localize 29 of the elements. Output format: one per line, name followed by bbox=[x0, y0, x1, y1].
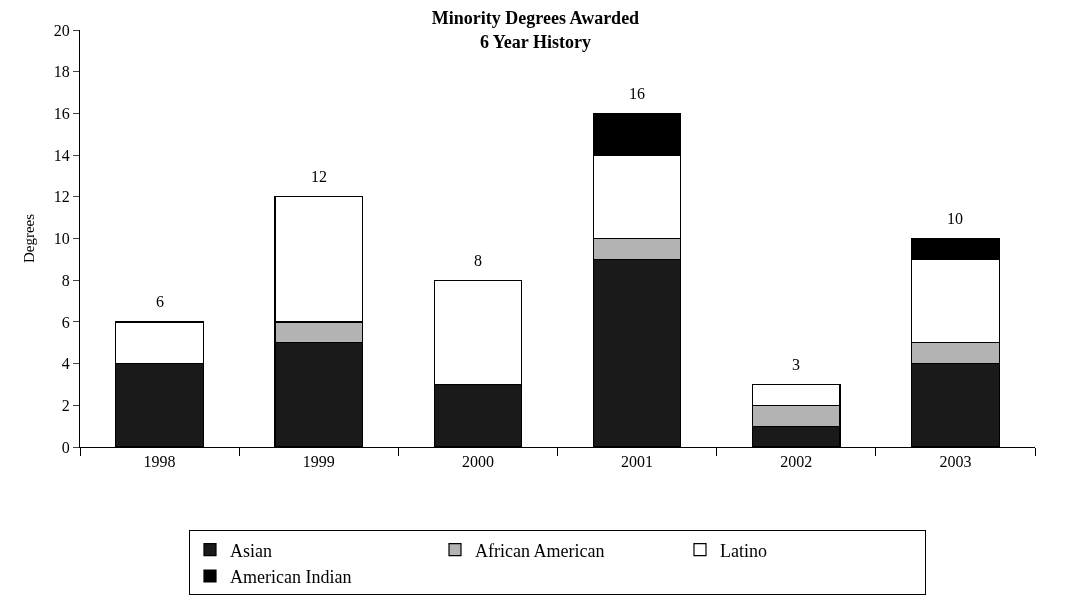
y-tick-label: 6 bbox=[61, 313, 70, 331]
total-label: 3 bbox=[792, 356, 800, 373]
x-tick-label: 2000 bbox=[461, 453, 494, 471]
x-tick-label: 1998 bbox=[143, 453, 176, 471]
legend-label: American Indian bbox=[230, 567, 352, 588]
legend-label: Latino bbox=[720, 540, 767, 561]
x-tick-label: 2003 bbox=[939, 453, 972, 471]
y-tick-label: 2 bbox=[61, 396, 70, 414]
y-tick-label: 14 bbox=[53, 146, 70, 164]
x-tick-label: 2001 bbox=[621, 453, 654, 471]
y-tick-label: 18 bbox=[53, 63, 70, 81]
total-label: 10 bbox=[947, 210, 963, 227]
total-label: 8 bbox=[474, 252, 482, 269]
legend-label: Asian bbox=[230, 540, 272, 561]
x-tick-label: 1999 bbox=[302, 453, 335, 471]
y-tick-label: 4 bbox=[61, 355, 70, 373]
y-tick-label: 20 bbox=[53, 21, 70, 39]
total-label: 12 bbox=[311, 168, 327, 185]
chart-title: Minority Degrees Awarded 6 Year History bbox=[431, 8, 640, 52]
y-axis-title: Degrees bbox=[21, 213, 38, 264]
y-tick-label: 10 bbox=[53, 230, 70, 248]
total-label: 16 bbox=[629, 85, 645, 102]
x-tick-label: 2002 bbox=[780, 453, 813, 471]
y-tick-label: 0 bbox=[61, 438, 70, 456]
total-label: 6 bbox=[156, 293, 164, 310]
legend-label: African American bbox=[475, 540, 605, 561]
y-tick-label: 12 bbox=[53, 188, 70, 206]
y-tick-label: 8 bbox=[61, 271, 70, 289]
y-tick-label: 16 bbox=[53, 105, 70, 122]
